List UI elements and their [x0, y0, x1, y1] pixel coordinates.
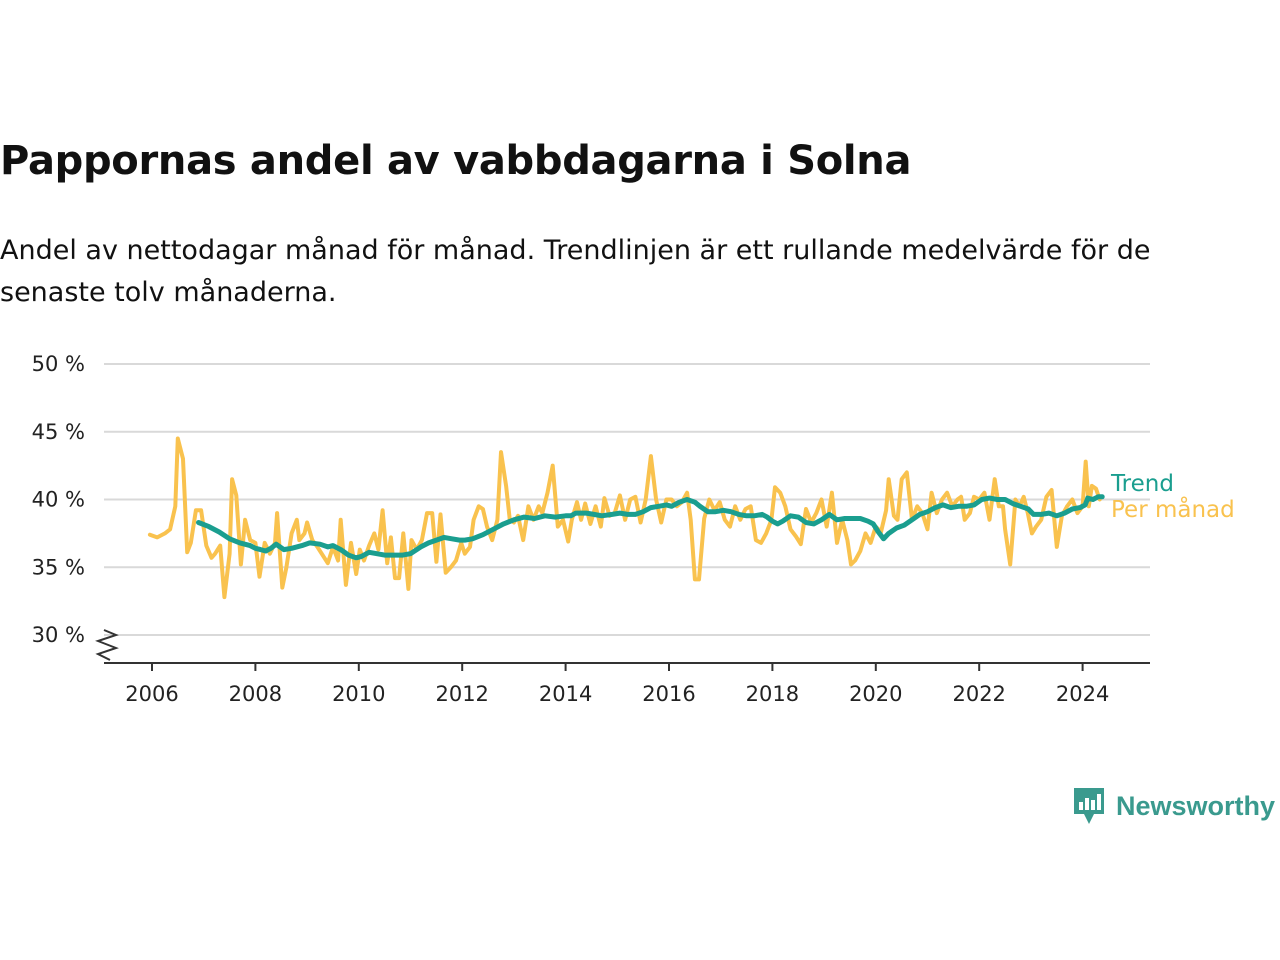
line-chart: 30 % 35 % 40 % 45 % 50 % 2006 2008 2010 2012 201… [32, 352, 1235, 706]
x-tick-label-2016: 2016 [642, 682, 695, 706]
x-tick-label-2024: 2024 [1056, 682, 1109, 706]
y-tick-label-50: 50 % [32, 352, 85, 376]
x-tick-label-2020: 2020 [849, 682, 902, 706]
x-tick-label-2022: 2022 [952, 682, 1005, 706]
axis-break-icon [95, 629, 119, 661]
y-axis-tick-labels: 30 % 35 % 40 % 45 % 50 % [32, 352, 85, 647]
y-tick-label-40: 40 % [32, 488, 85, 512]
series-line-trend [196, 494, 1105, 561]
brand-name: Newsworthy [1116, 790, 1276, 821]
gridlines [104, 363, 1150, 636]
y-tick-label-30: 30 % [32, 623, 85, 647]
x-tick-label-2008: 2008 [229, 682, 282, 706]
newsworthy-logo-icon [1074, 788, 1104, 824]
x-tick-label-2006: 2006 [125, 682, 178, 706]
chart-subtitle: Andel av nettodagar månad för månad. Tre… [0, 235, 1151, 308]
x-tick-label-2014: 2014 [539, 682, 592, 706]
x-axis-tick-labels: 2006 2008 2010 2012 2014 2016 2018 2020 2022 2024 [125, 682, 1109, 706]
x-tick-label-2010: 2010 [332, 682, 385, 706]
legend-per-manad: Per månad [1111, 495, 1235, 523]
x-tick-label-2012: 2012 [435, 682, 488, 706]
newsworthy-brand: Newsworthy [1072, 784, 1275, 828]
legend-trend: Trend [1110, 471, 1174, 497]
chart-title: Pappornas andel av vabbdagarna i Solna [0, 138, 912, 184]
x-tick-label-2018: 2018 [746, 682, 799, 706]
y-tick-label-35: 35 % [32, 555, 85, 579]
y-tick-label-45: 45 % [32, 420, 85, 444]
x-axis [95, 629, 1150, 671]
series-line-per-manad [147, 436, 1102, 600]
series-lines [147, 436, 1105, 600]
legend: Trend Per månad [1110, 471, 1235, 523]
